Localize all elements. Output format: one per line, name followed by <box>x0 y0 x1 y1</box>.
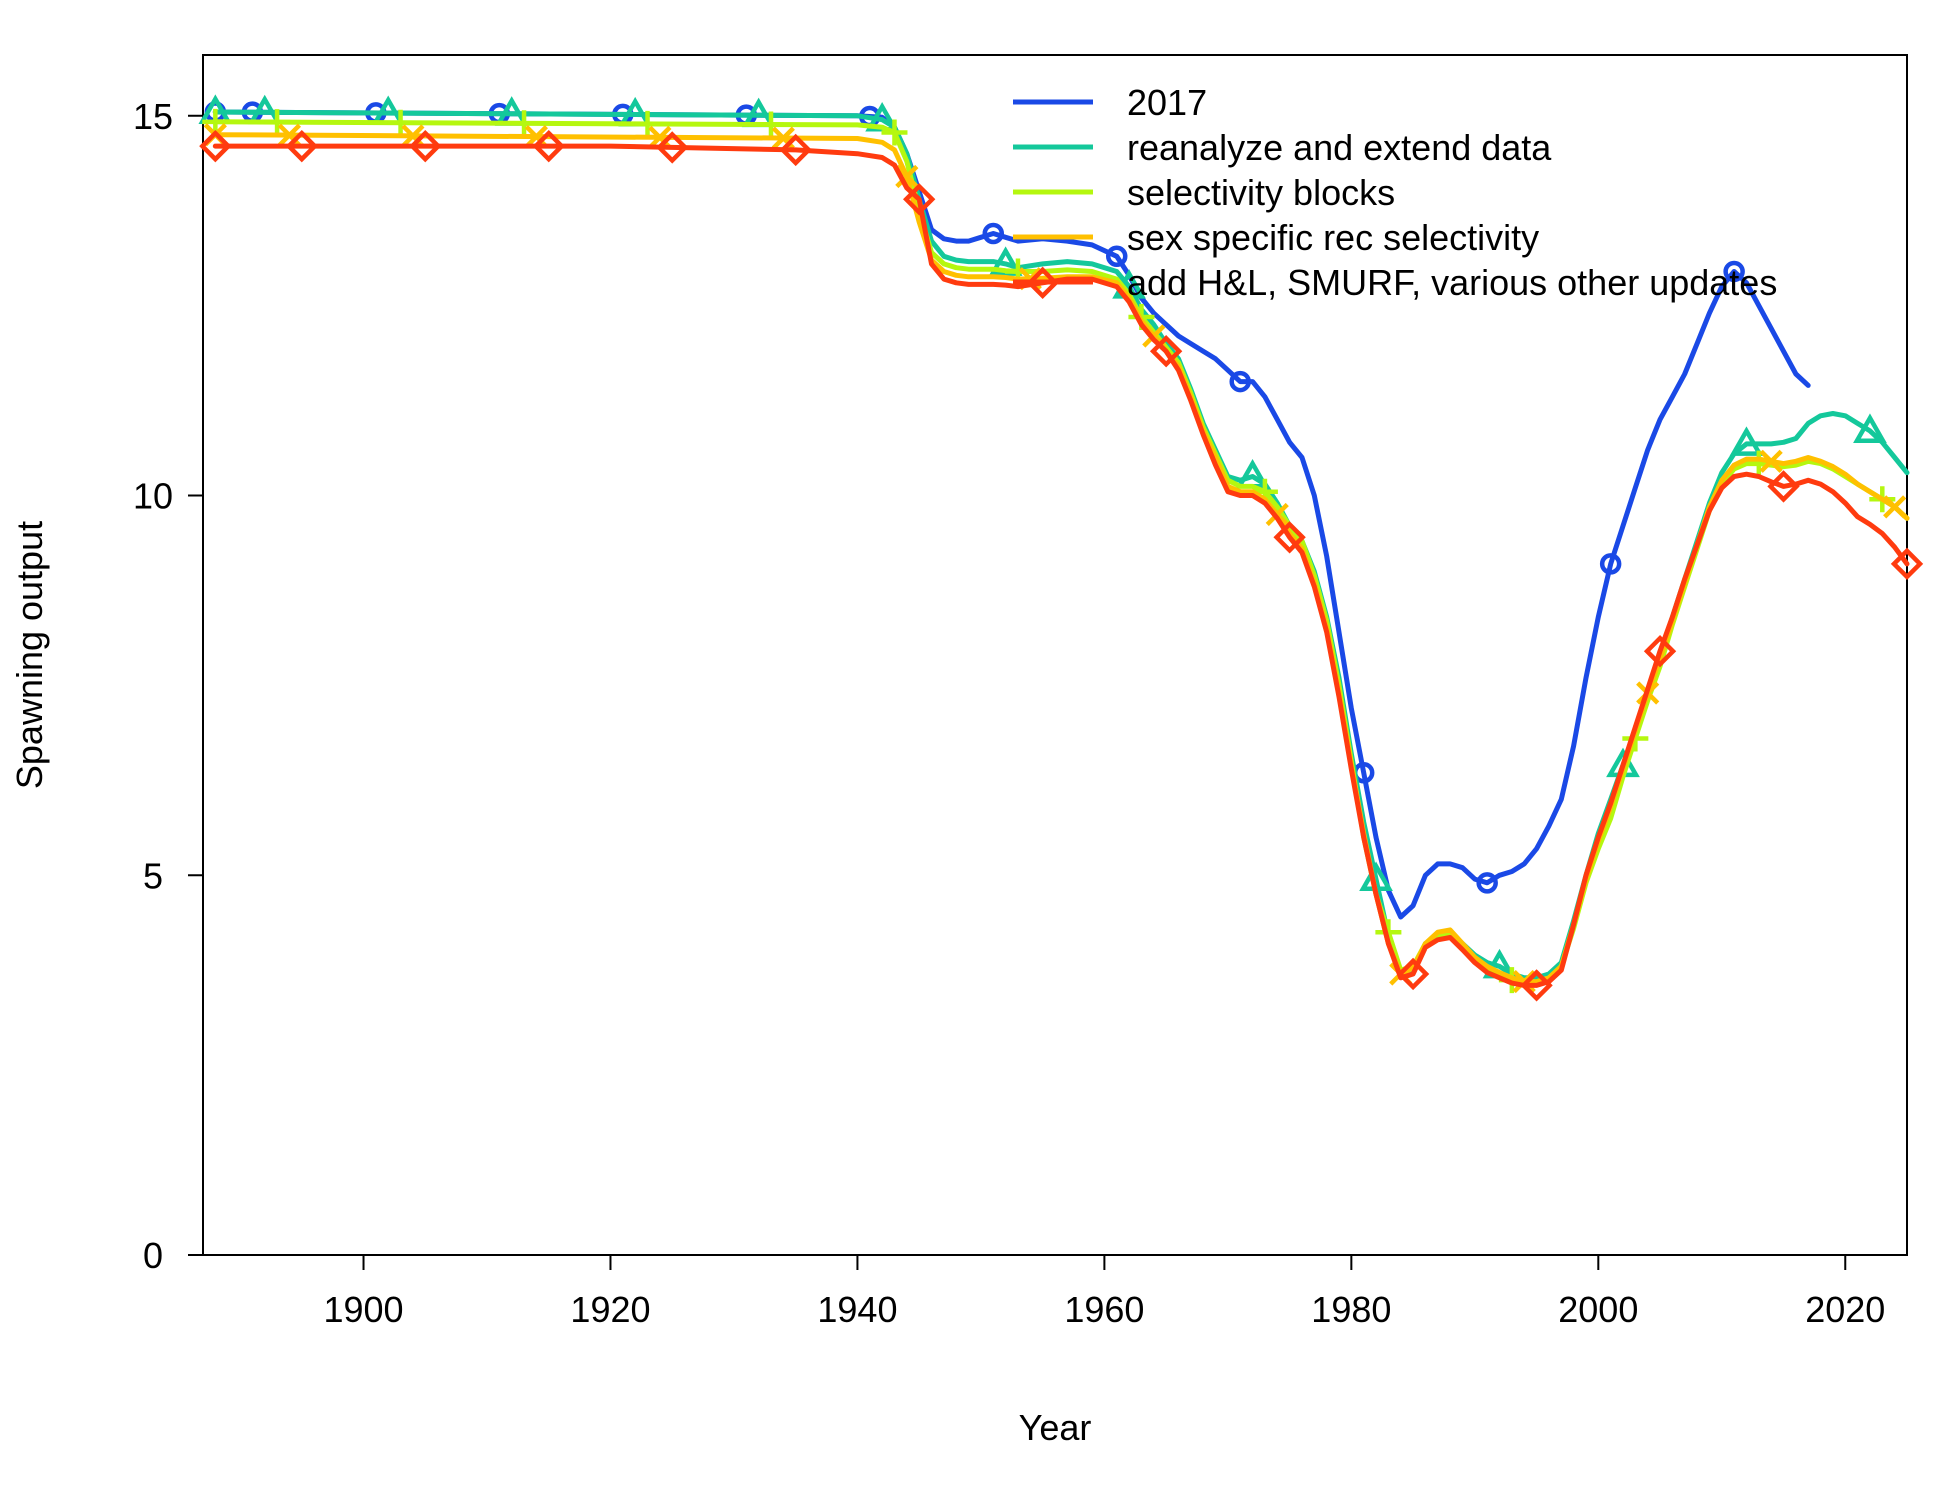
plus-marker <box>387 109 414 136</box>
diamond-marker <box>1026 266 1059 300</box>
cross-marker <box>1759 449 1783 473</box>
y-tick-label: 15 <box>133 96 173 137</box>
series-line <box>212 143 1910 988</box>
circle-marker <box>1476 872 1498 894</box>
cross-marker <box>524 125 548 149</box>
plus-marker <box>758 111 784 138</box>
plus-marker <box>881 119 908 146</box>
cross-marker <box>895 164 919 189</box>
diamond-marker <box>902 183 936 216</box>
series-group <box>199 129 1924 1002</box>
y-tick-label: 0 <box>143 1235 163 1276</box>
x-tick-label: 2020 <box>1805 1289 1885 1330</box>
cross-marker <box>1883 495 1907 519</box>
series-group <box>198 94 1910 981</box>
legend-label: sex specific rec selectivity <box>1127 217 1539 258</box>
series-line <box>212 119 1910 986</box>
y-tick-label: 10 <box>133 476 173 517</box>
x-tick-label: 1920 <box>570 1289 650 1330</box>
diamond-marker <box>779 133 812 167</box>
circle-marker <box>1723 260 1745 283</box>
cross-marker <box>648 125 672 149</box>
diamond-marker <box>199 129 232 163</box>
x-axis: 1900 1920 1940 1960 1980 2000 2020 <box>323 1254 1885 1330</box>
diamond-marker <box>285 129 318 163</box>
circle-marker <box>1599 553 1622 575</box>
circle-marker <box>1105 245 1128 268</box>
diamond-marker <box>532 129 565 163</box>
legend-label: add H&L, SMURF, various other updates <box>1127 262 1777 303</box>
diamond-marker <box>1396 957 1430 991</box>
x-tick-label: 1940 <box>817 1289 897 1330</box>
x-tick-label: 1900 <box>323 1289 403 1330</box>
diamond-marker <box>1643 635 1677 668</box>
diamond-marker <box>1520 969 1553 1002</box>
y-tick-label: 5 <box>143 855 163 896</box>
x-tick-label: 1960 <box>1064 1289 1144 1330</box>
diamond-marker <box>1890 547 1924 581</box>
x-tick-label: 1980 <box>1311 1289 1391 1330</box>
y-axis: 0 5 10 15 <box>133 96 204 1276</box>
legend-label: 2017 <box>1127 82 1207 123</box>
series-line <box>212 109 1811 920</box>
series-layer <box>198 94 1924 1002</box>
x-axis-title: Year <box>1019 1407 1092 1448</box>
diamond-marker <box>409 129 442 163</box>
plus-marker <box>634 110 661 137</box>
plus-marker <box>264 109 291 136</box>
legend-label: reanalyze and extend data <box>1127 127 1552 168</box>
diamond-marker <box>1273 521 1306 554</box>
circle-marker <box>1229 370 1251 393</box>
diamond-marker <box>1767 470 1800 503</box>
y-axis-title: Spawning output <box>9 521 50 789</box>
triangle-marker <box>1853 413 1887 443</box>
legend-label: selectivity blocks <box>1127 172 1395 213</box>
plus-marker <box>511 110 538 137</box>
x-tick-label: 2000 <box>1558 1289 1638 1330</box>
diamond-marker <box>656 131 689 164</box>
series-group <box>204 101 1811 920</box>
series-group <box>203 123 1910 994</box>
cross-marker <box>401 124 425 148</box>
triangle-marker <box>1729 426 1764 456</box>
diamond-marker <box>1149 335 1183 368</box>
circle-marker <box>982 222 1005 245</box>
